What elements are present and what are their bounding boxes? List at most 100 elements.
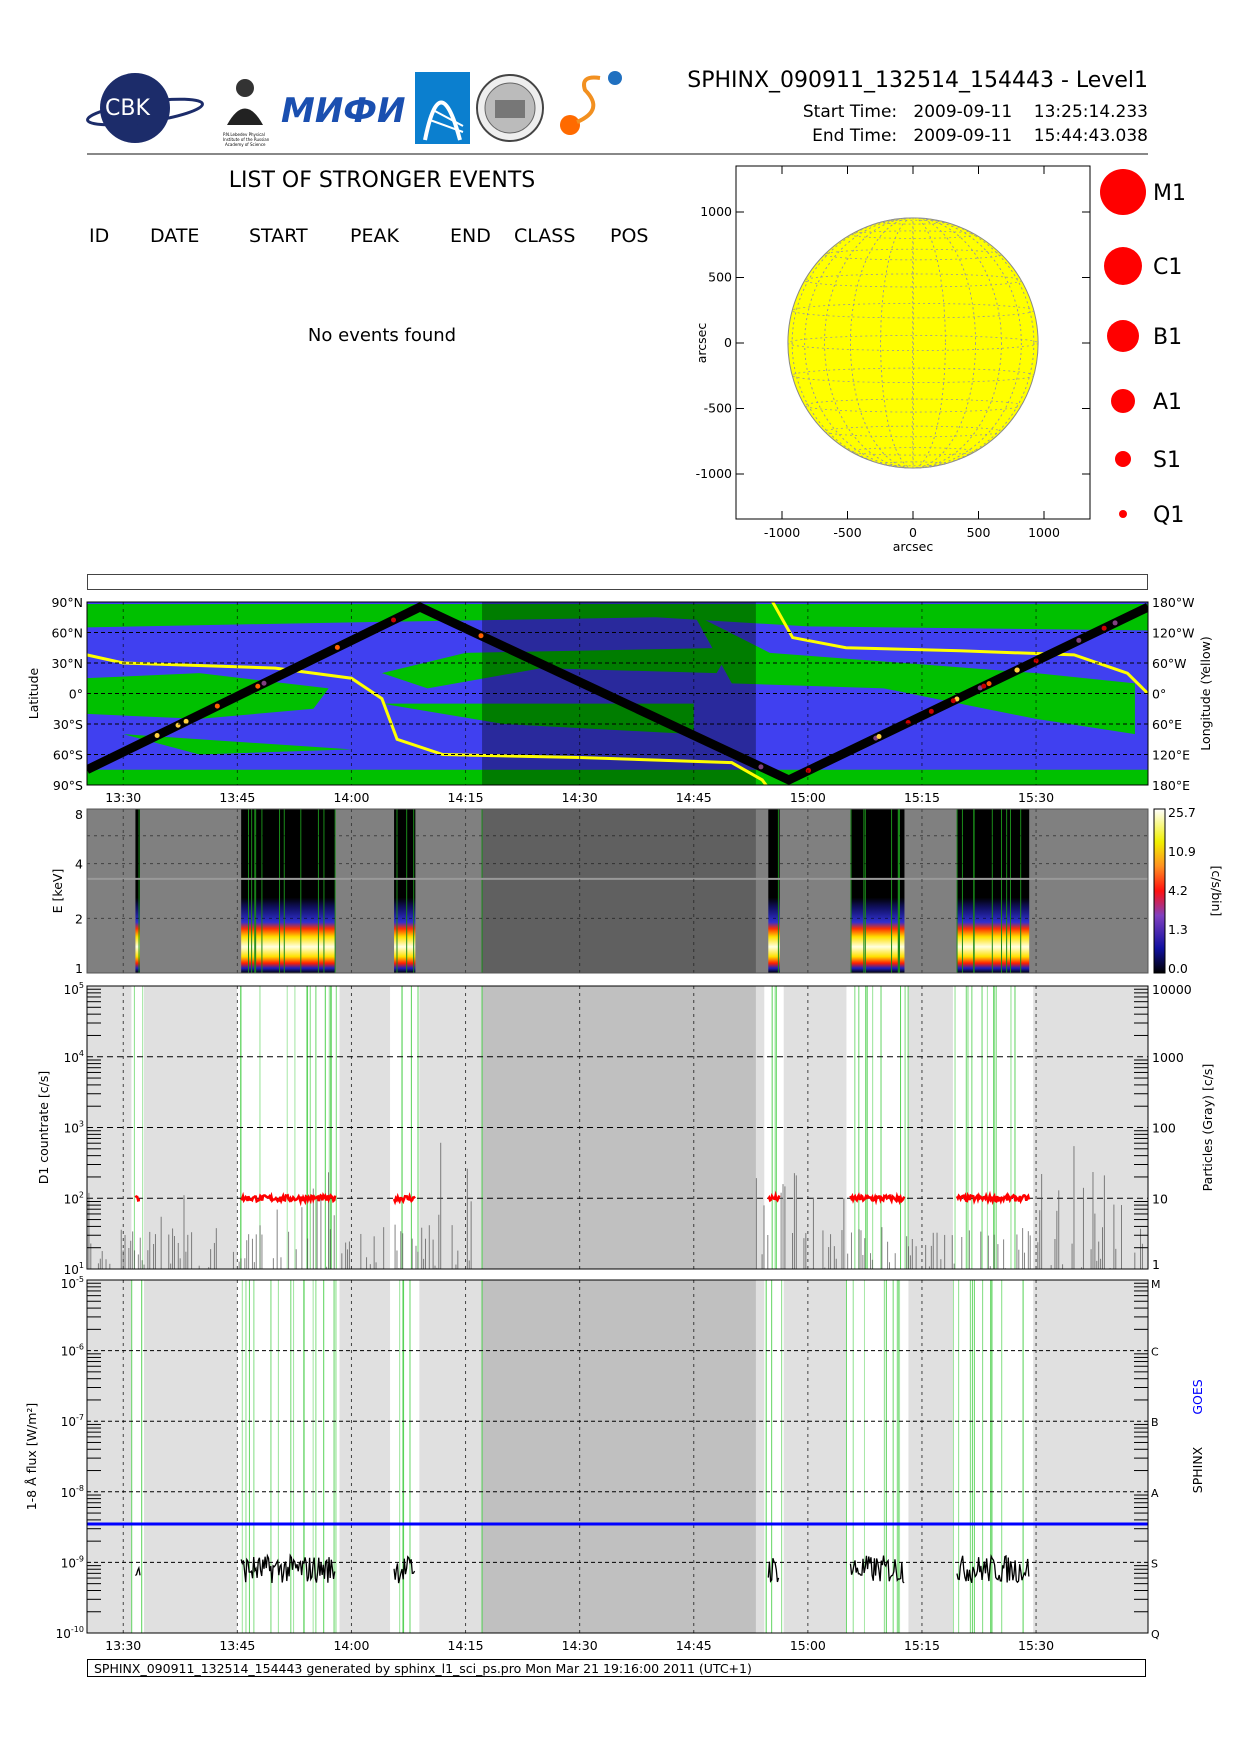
- longitude-gridline: [880, 217, 946, 469]
- colorbar-tick-label: 1.3: [1168, 922, 1188, 937]
- lat-tick-label: 30°N: [51, 656, 83, 671]
- sphinx-flux-line: [849, 1555, 905, 1584]
- time-tick-label: 14:15: [448, 1638, 484, 1653]
- legend-marker-s1: [1115, 451, 1131, 467]
- y-tick-label: 0: [724, 335, 732, 350]
- x-tick-label: 500: [967, 525, 991, 540]
- orbit-count-marker: [876, 734, 882, 740]
- sphinx-series-label: SPHINX: [1190, 1446, 1205, 1493]
- orbit-map-plot: 90°N 180°W 60°N 120°W 30°N 60°W 0° 0° 30°S 60°E 60…: [26, 595, 1213, 805]
- x-tick-label: -500: [833, 525, 861, 540]
- time-tick-label: 14:30: [562, 790, 598, 805]
- y-axis-label: arcsec: [694, 323, 709, 364]
- cbk-pan-logo: CBK: [86, 73, 204, 143]
- y-tick-label: 1000: [700, 204, 732, 219]
- countrate-tick-label: 105: [64, 981, 84, 997]
- orbit-count-marker: [928, 708, 934, 714]
- legend-marker-q1: [1119, 510, 1127, 518]
- col-pos: POS: [610, 225, 649, 247]
- countrate-tick-label: 104: [64, 1049, 84, 1065]
- land-region: [87, 769, 1148, 785]
- svg-text:P.N.Lebedev Physical: P.N.Lebedev Physical: [223, 132, 265, 137]
- data-interval-background: [390, 986, 420, 1269]
- flux-tick-label: 10-7: [61, 1413, 84, 1429]
- countrate-axis-label: D1 countrate [c/s]: [36, 1071, 51, 1185]
- particles-tick-label: 10000: [1152, 982, 1192, 997]
- lat-tick-label: 60°S: [53, 748, 83, 763]
- time-tick-label: 15:00: [790, 1638, 826, 1653]
- colorbar: [1153, 808, 1166, 974]
- legend-label-c1: C1: [1153, 255, 1182, 280]
- energy-axis-label: E [keV]: [50, 869, 65, 914]
- goes-class-label: B: [1151, 1416, 1159, 1429]
- start-time-label: Start Time:: [802, 102, 898, 122]
- lon-tick-label: 180°W: [1152, 595, 1194, 610]
- lon-tick-label: 60°E: [1152, 717, 1182, 732]
- flux-plot: 10-5 10-6 10-7 10-8 10-9 10-10 M C B A S Q 13:30 13:4…: [24, 1275, 1205, 1653]
- sphinx-countrate-line: [240, 1191, 337, 1207]
- latitude-gridline: [804, 273, 1022, 288]
- lat-tick-label: 60°N: [51, 626, 83, 641]
- flux-tick-label: 10-8: [61, 1484, 84, 1500]
- col-date: DATE: [150, 225, 200, 247]
- spectrum-data-block: [241, 809, 336, 973]
- orbit-count-marker: [950, 698, 956, 704]
- sphinx-countrate-line: [134, 1194, 141, 1202]
- status-bar: [87, 574, 1148, 590]
- solar-disk-plot: 1000 500 0 -500 -1000 -1000 -500 0 500 1000 arcsec…: [694, 165, 1186, 554]
- sun-earth-logo: [560, 71, 622, 135]
- latitude-gridline: [824, 425, 1002, 438]
- latitude-gridline: [850, 230, 976, 239]
- time-tick-label: 14:30: [562, 1638, 598, 1653]
- y-tick-label: 500: [708, 270, 732, 285]
- x-axis-label: arcsec: [893, 539, 934, 554]
- time-tick-label: 14:15: [448, 790, 484, 805]
- orbit-count-marker: [183, 718, 189, 724]
- eclipse-background: [482, 1280, 756, 1633]
- x-tick-label: 1000: [1028, 525, 1060, 540]
- energy-tick-label: 2: [75, 911, 83, 926]
- start-time: 13:25:14.233: [1033, 102, 1148, 122]
- particles-tick-label: 10: [1152, 1191, 1168, 1206]
- svg-text:CBK: CBK: [105, 96, 150, 121]
- particles-tick-label: 1: [1152, 1257, 1160, 1272]
- end-time-row: End Time: 2009-09-11 15:44:43.038: [812, 126, 1148, 146]
- longitude-gridline: [850, 217, 976, 469]
- end-date: 2009-09-11: [913, 126, 1013, 146]
- legend-label-q1: Q1: [1153, 503, 1184, 528]
- col-id: ID: [89, 225, 110, 247]
- countrate-tick-label: 101: [64, 1261, 84, 1277]
- longitude-gridline: [804, 217, 1022, 469]
- countrate-tick-label: 103: [64, 1120, 84, 1136]
- colorbar-tick-label: 10.9: [1168, 844, 1196, 859]
- goes-class-label: C: [1151, 1346, 1159, 1359]
- countrate-tick-label: 102: [64, 1190, 84, 1206]
- spectrum-data-block: [135, 809, 140, 973]
- lat-tick-label: 90°S: [53, 778, 83, 793]
- energy-tick-label: 4: [75, 857, 83, 872]
- orbit-count-marker: [478, 633, 484, 639]
- sphinx-countrate-line: [392, 1192, 416, 1206]
- col-class: CLASS: [514, 225, 576, 247]
- particles-tick-label: 100: [1152, 1121, 1176, 1136]
- time-tick-label: 13:30: [105, 1638, 141, 1653]
- colorbar-tick-label: 25.7: [1168, 805, 1196, 820]
- logos-strip: CBK P.N.Lebedev Physical Institute of th…: [86, 71, 622, 147]
- events-heading: LIST OF STRONGER EVENTS: [228, 168, 536, 193]
- goes-class-label: S: [1151, 1557, 1158, 1570]
- goes-class-label: A: [1151, 1487, 1159, 1500]
- flux-tick-label: 10-5: [61, 1275, 84, 1291]
- legend-marker-c1: [1104, 247, 1142, 285]
- x-tick-label: -1000: [764, 525, 800, 540]
- data-interval-background: [764, 1280, 784, 1633]
- no-events-message: No events found: [307, 325, 457, 346]
- sphinx-countrate-line: [849, 1191, 906, 1206]
- lat-axis-label: Latitude: [26, 667, 41, 719]
- energy-tick-label: 8: [75, 807, 83, 822]
- time-tick-label: 14:45: [676, 1638, 712, 1653]
- latitude-gridline: [791, 302, 1035, 319]
- mifi-logo: МИФИ: [281, 91, 405, 131]
- sphinx-flux-line: [240, 1553, 336, 1584]
